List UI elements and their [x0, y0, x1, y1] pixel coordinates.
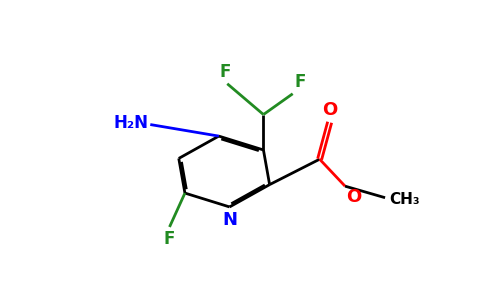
- Text: O: O: [346, 188, 361, 206]
- Text: F: F: [295, 73, 306, 91]
- Text: O: O: [322, 100, 337, 118]
- Text: F: F: [220, 63, 231, 81]
- Text: F: F: [164, 230, 175, 248]
- Text: H₂N: H₂N: [113, 114, 149, 132]
- Text: N: N: [223, 212, 238, 230]
- Text: CH₃: CH₃: [389, 192, 420, 207]
